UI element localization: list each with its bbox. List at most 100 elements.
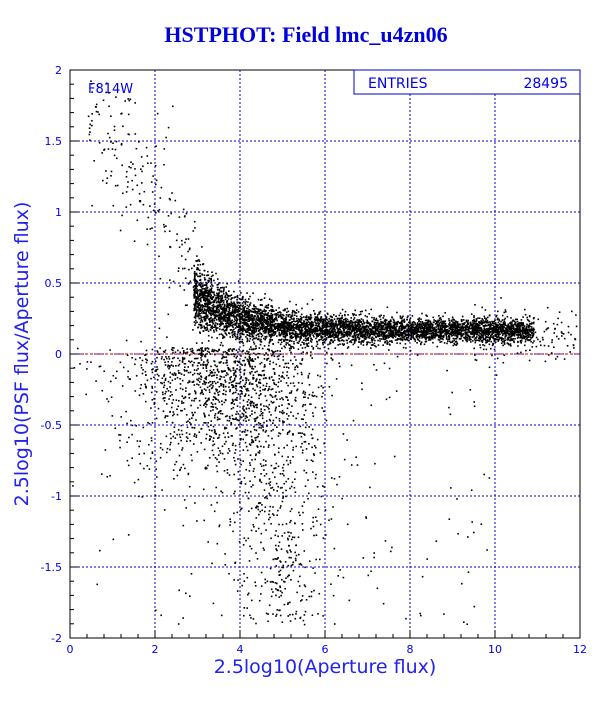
data-point [270, 336, 272, 339]
data-point [238, 316, 241, 318]
data-point [501, 319, 504, 321]
data-point [200, 312, 203, 314]
data-point [251, 315, 254, 317]
data-point [248, 310, 251, 313]
data-point [305, 335, 308, 337]
data-point [209, 320, 212, 322]
data-point [294, 336, 297, 338]
data-point [194, 278, 196, 280]
data-point [439, 336, 441, 339]
data-point [200, 317, 202, 319]
data-point [217, 295, 219, 298]
data-point [479, 344, 481, 346]
data-point [469, 335, 471, 338]
data-point [418, 322, 421, 325]
data-point [303, 343, 305, 346]
data-point [232, 326, 234, 328]
data-point [387, 335, 389, 337]
data-point [212, 274, 214, 277]
data-point [398, 329, 401, 332]
data-point [491, 336, 494, 338]
data-point [253, 319, 256, 321]
data-point [477, 330, 479, 333]
data-point [322, 327, 324, 330]
data-point [195, 296, 198, 298]
data-point [383, 328, 386, 331]
data-point [308, 330, 311, 333]
data-point [295, 315, 298, 317]
data-point [195, 315, 197, 318]
data-point [344, 310, 347, 313]
data-point [422, 326, 425, 329]
data-point [284, 308, 286, 310]
data-point [241, 338, 244, 341]
data-point [306, 318, 309, 321]
data-point [224, 307, 227, 310]
data-point [312, 321, 314, 324]
data-point [347, 332, 349, 335]
data-point [441, 337, 443, 340]
data-point [366, 321, 369, 323]
data-point [231, 310, 234, 313]
data-point [425, 338, 427, 341]
data-point [519, 341, 522, 343]
data-point [362, 341, 365, 343]
data-point [242, 321, 244, 324]
data-point [314, 312, 316, 315]
data-point [193, 265, 196, 267]
data-point [221, 286, 224, 289]
data-point [282, 330, 285, 333]
data-point [348, 325, 351, 328]
data-point [303, 333, 306, 335]
data-point [263, 332, 266, 334]
data-point [403, 326, 405, 329]
data-point [516, 333, 518, 336]
data-point [435, 330, 437, 332]
data-point [217, 301, 220, 304]
data-point [267, 307, 269, 309]
data-point [323, 346, 326, 349]
data-point [521, 337, 524, 339]
data-point [219, 328, 221, 330]
data-point [203, 315, 206, 318]
data-point [422, 323, 424, 325]
data-point [280, 339, 282, 341]
data-point [226, 304, 229, 306]
data-point [511, 322, 513, 324]
data-point [287, 310, 290, 313]
data-point [290, 321, 292, 324]
data-point [486, 329, 488, 332]
data-point [410, 323, 412, 326]
data-point [514, 338, 516, 340]
data-point [501, 328, 503, 331]
data-point [331, 316, 333, 319]
data-point [202, 330, 204, 332]
data-point [277, 322, 280, 325]
data-point [200, 292, 203, 295]
data-point [269, 320, 271, 323]
data-point [491, 333, 493, 335]
data-point [493, 326, 496, 328]
data-point [202, 263, 204, 266]
data-point [310, 338, 312, 340]
data-point [293, 342, 295, 345]
data-point [375, 317, 378, 320]
data-point [377, 344, 380, 346]
data-point [311, 328, 314, 331]
data-point [270, 299, 273, 302]
data-point [216, 310, 218, 313]
data-point [470, 338, 472, 341]
data-point [261, 319, 263, 321]
data-point [300, 313, 303, 316]
data-point [447, 338, 449, 341]
data-point [372, 337, 375, 340]
data-point [448, 338, 451, 340]
data-point [314, 327, 317, 329]
data-point [265, 304, 268, 307]
data-point [208, 310, 210, 313]
data-point [373, 317, 375, 319]
data-point [442, 320, 444, 323]
data-point [391, 333, 393, 336]
data-point [248, 326, 250, 328]
data-point [225, 307, 228, 310]
